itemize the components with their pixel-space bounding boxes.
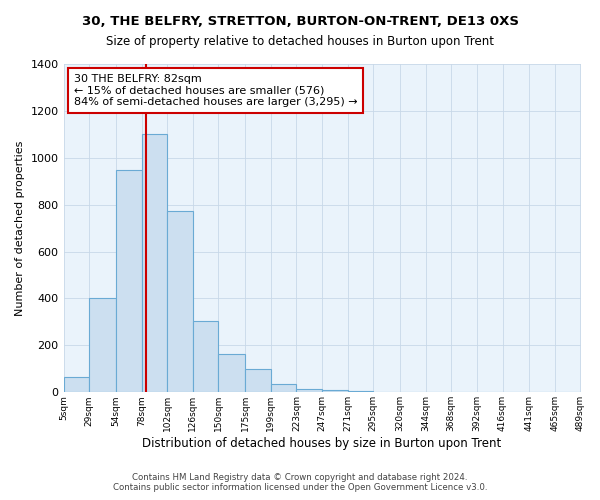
Bar [296, 389, 322, 392]
Text: Contains HM Land Registry data © Crown copyright and database right 2024.
Contai: Contains HM Land Registry data © Crown c… [113, 473, 487, 492]
Y-axis label: Number of detached properties: Number of detached properties [15, 140, 25, 316]
Bar [89, 298, 116, 392]
Text: 30 THE BELFRY: 82sqm
← 15% of detached houses are smaller (576)
84% of semi-deta: 30 THE BELFRY: 82sqm ← 15% of detached h… [74, 74, 358, 107]
Bar [271, 384, 296, 392]
Bar [142, 134, 167, 392]
X-axis label: Distribution of detached houses by size in Burton upon Trent: Distribution of detached houses by size … [142, 437, 502, 450]
Text: 30, THE BELFRY, STRETTON, BURTON-ON-TRENT, DE13 0XS: 30, THE BELFRY, STRETTON, BURTON-ON-TREN… [82, 15, 518, 28]
Bar [245, 369, 271, 392]
Bar [347, 391, 373, 392]
Bar [218, 354, 245, 393]
Bar [64, 377, 89, 392]
Bar [167, 210, 193, 392]
Bar [322, 390, 347, 392]
Text: Size of property relative to detached houses in Burton upon Trent: Size of property relative to detached ho… [106, 35, 494, 48]
Bar [116, 170, 142, 392]
Bar [193, 321, 218, 392]
